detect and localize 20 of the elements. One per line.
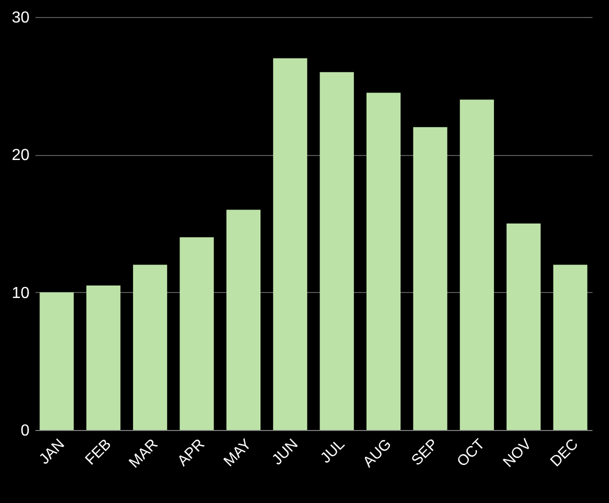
bar	[273, 58, 308, 430]
bar	[460, 100, 494, 430]
bar	[553, 264, 588, 430]
x-tick-label: FEB	[82, 436, 115, 468]
bar	[413, 127, 448, 430]
y-tick-label: 30	[12, 10, 30, 26]
bar	[180, 237, 214, 430]
bar	[226, 210, 261, 430]
x-tick-label: JUL	[317, 436, 348, 467]
y-tick-label: 20	[12, 147, 30, 164]
bar	[366, 92, 401, 430]
y-tick-label: 10	[12, 284, 30, 302]
x-tick-label: JAN	[36, 436, 68, 468]
bar	[86, 285, 120, 430]
bar	[40, 292, 74, 430]
bar	[320, 72, 354, 430]
x-tick-label: SEP	[408, 436, 442, 470]
bar	[133, 264, 168, 430]
bar	[506, 224, 541, 430]
y-tick-label: 0	[20, 422, 30, 440]
